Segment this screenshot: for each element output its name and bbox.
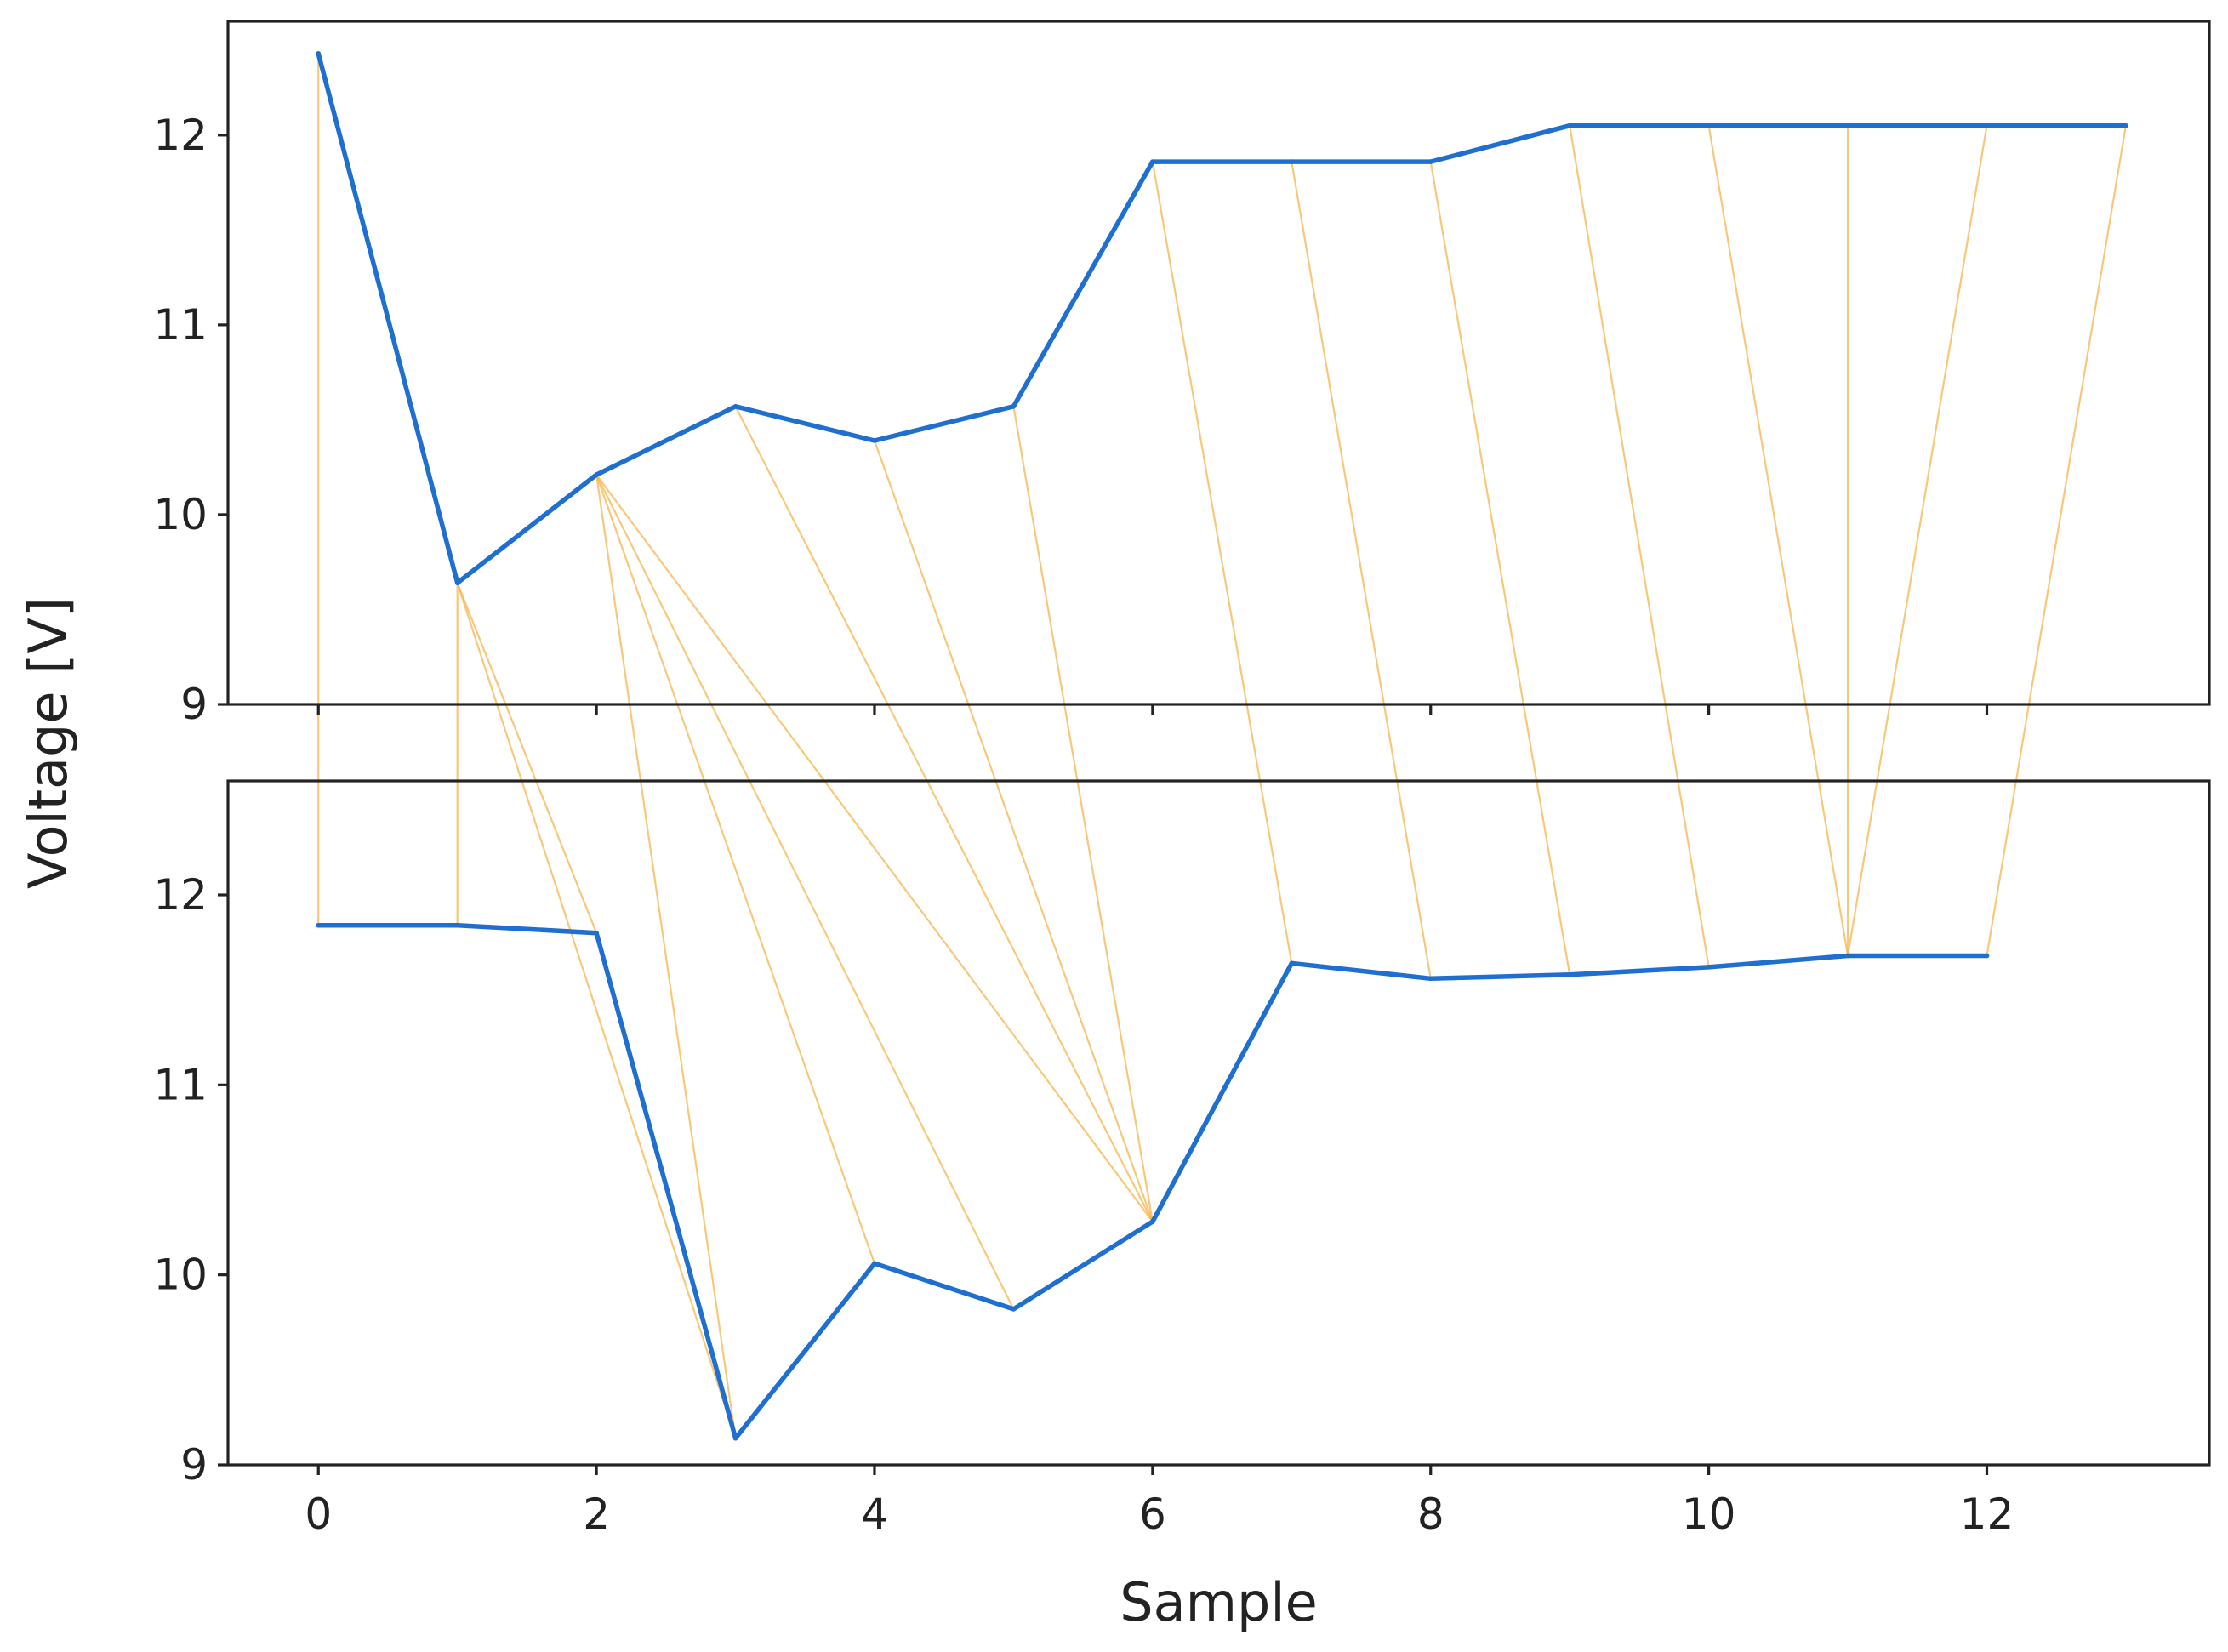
series-line-1 bbox=[316, 51, 2128, 585]
alignment-line-14 bbox=[1569, 124, 1710, 968]
plot-frame-2 bbox=[226, 779, 2211, 1467]
alignment-line-10 bbox=[1012, 405, 1154, 1223]
y-tick-label-1-11: 11 bbox=[153, 300, 208, 350]
alignment-line-3 bbox=[456, 582, 737, 1439]
x-tick-label-4: 4 bbox=[861, 1490, 888, 1539]
data-point-2-7 bbox=[1289, 960, 1295, 966]
alignment-line-17 bbox=[1846, 124, 1988, 957]
plot-area-2 bbox=[228, 781, 2209, 1465]
data-point-2-1 bbox=[454, 922, 460, 928]
data-point-1-9 bbox=[1567, 122, 1572, 128]
alignment-line-8 bbox=[734, 405, 1154, 1223]
plot-frame-1 bbox=[226, 20, 2211, 706]
x-tick-label-10: 10 bbox=[1682, 1490, 1736, 1539]
y-tick-label-2-9: 9 bbox=[180, 1440, 208, 1490]
data-point-2-0 bbox=[316, 922, 322, 928]
alignment-line-6 bbox=[595, 474, 1015, 1310]
x-tick-label-6: 6 bbox=[1139, 1490, 1166, 1539]
data-point-2-10 bbox=[1706, 965, 1712, 970]
alignment-line-7 bbox=[595, 474, 1154, 1223]
data-point-2-11 bbox=[1845, 953, 1850, 959]
y-tick-label-2-12: 12 bbox=[153, 870, 208, 920]
alignment-line-11 bbox=[1151, 160, 1293, 965]
panel-1: 9 10 11 12 bbox=[153, 20, 2211, 729]
alignment-line-5 bbox=[595, 474, 876, 1265]
data-point-1-11 bbox=[1845, 122, 1850, 128]
data-point-2-5 bbox=[1011, 1307, 1017, 1312]
panels: 9 10 11 12 9 10 11 12 0 2 4 6 8 10 12 bbox=[153, 20, 2211, 1539]
data-point-1-13 bbox=[2123, 122, 2128, 128]
data-point-2-9 bbox=[1567, 972, 1572, 977]
alignment-line-9 bbox=[873, 439, 1154, 1223]
data-point-2-12 bbox=[1984, 953, 1990, 959]
alignment-line-2 bbox=[456, 582, 598, 934]
data-point-1-6 bbox=[1150, 159, 1155, 164]
y-axis-label: Voltage [V] bbox=[17, 597, 79, 889]
y-tick-label-1-9: 9 bbox=[180, 680, 208, 729]
data-point-1-3 bbox=[732, 404, 738, 409]
x-tick-label-2: 2 bbox=[583, 1490, 610, 1539]
data-point-2-3 bbox=[732, 1435, 738, 1441]
x-tick-label-0: 0 bbox=[305, 1490, 332, 1539]
data-point-1-5 bbox=[1011, 404, 1017, 409]
y-tick-label-1-10: 10 bbox=[153, 490, 208, 539]
panel-2: 9 10 11 12 0 2 4 6 8 10 12 bbox=[153, 779, 2211, 1539]
data-point-1-2 bbox=[594, 472, 599, 477]
alignment-line-15 bbox=[1707, 124, 1849, 957]
alignment-line-4 bbox=[595, 474, 737, 1439]
data-point-1-4 bbox=[872, 438, 877, 443]
data-point-1-8 bbox=[1427, 159, 1433, 164]
data-point-1-7 bbox=[1289, 159, 1295, 164]
data-point-2-6 bbox=[1150, 1219, 1155, 1224]
data-point-1-10 bbox=[1706, 122, 1712, 128]
data-point-1-1 bbox=[454, 580, 460, 586]
data-point-1-0 bbox=[316, 51, 322, 56]
alignment-line-18 bbox=[1986, 124, 2128, 957]
x-tick-label-12: 12 bbox=[1960, 1490, 2014, 1539]
data-point-2-2 bbox=[594, 930, 599, 936]
x-axis-label: Sample bbox=[1120, 1571, 1317, 1633]
y-tick-label-1-12: 12 bbox=[153, 111, 208, 160]
x-tick-label-8: 8 bbox=[1417, 1490, 1444, 1539]
data-point-2-4 bbox=[872, 1261, 877, 1267]
alignment-line-13 bbox=[1429, 160, 1571, 976]
y-tick-label-2-10: 10 bbox=[153, 1250, 208, 1300]
alignment-line-12 bbox=[1291, 160, 1432, 980]
y-tick-label-2-11: 11 bbox=[153, 1060, 208, 1109]
data-point-2-8 bbox=[1427, 976, 1433, 982]
data-point-1-12 bbox=[1984, 122, 1990, 128]
alignment-lines bbox=[317, 52, 2128, 1439]
